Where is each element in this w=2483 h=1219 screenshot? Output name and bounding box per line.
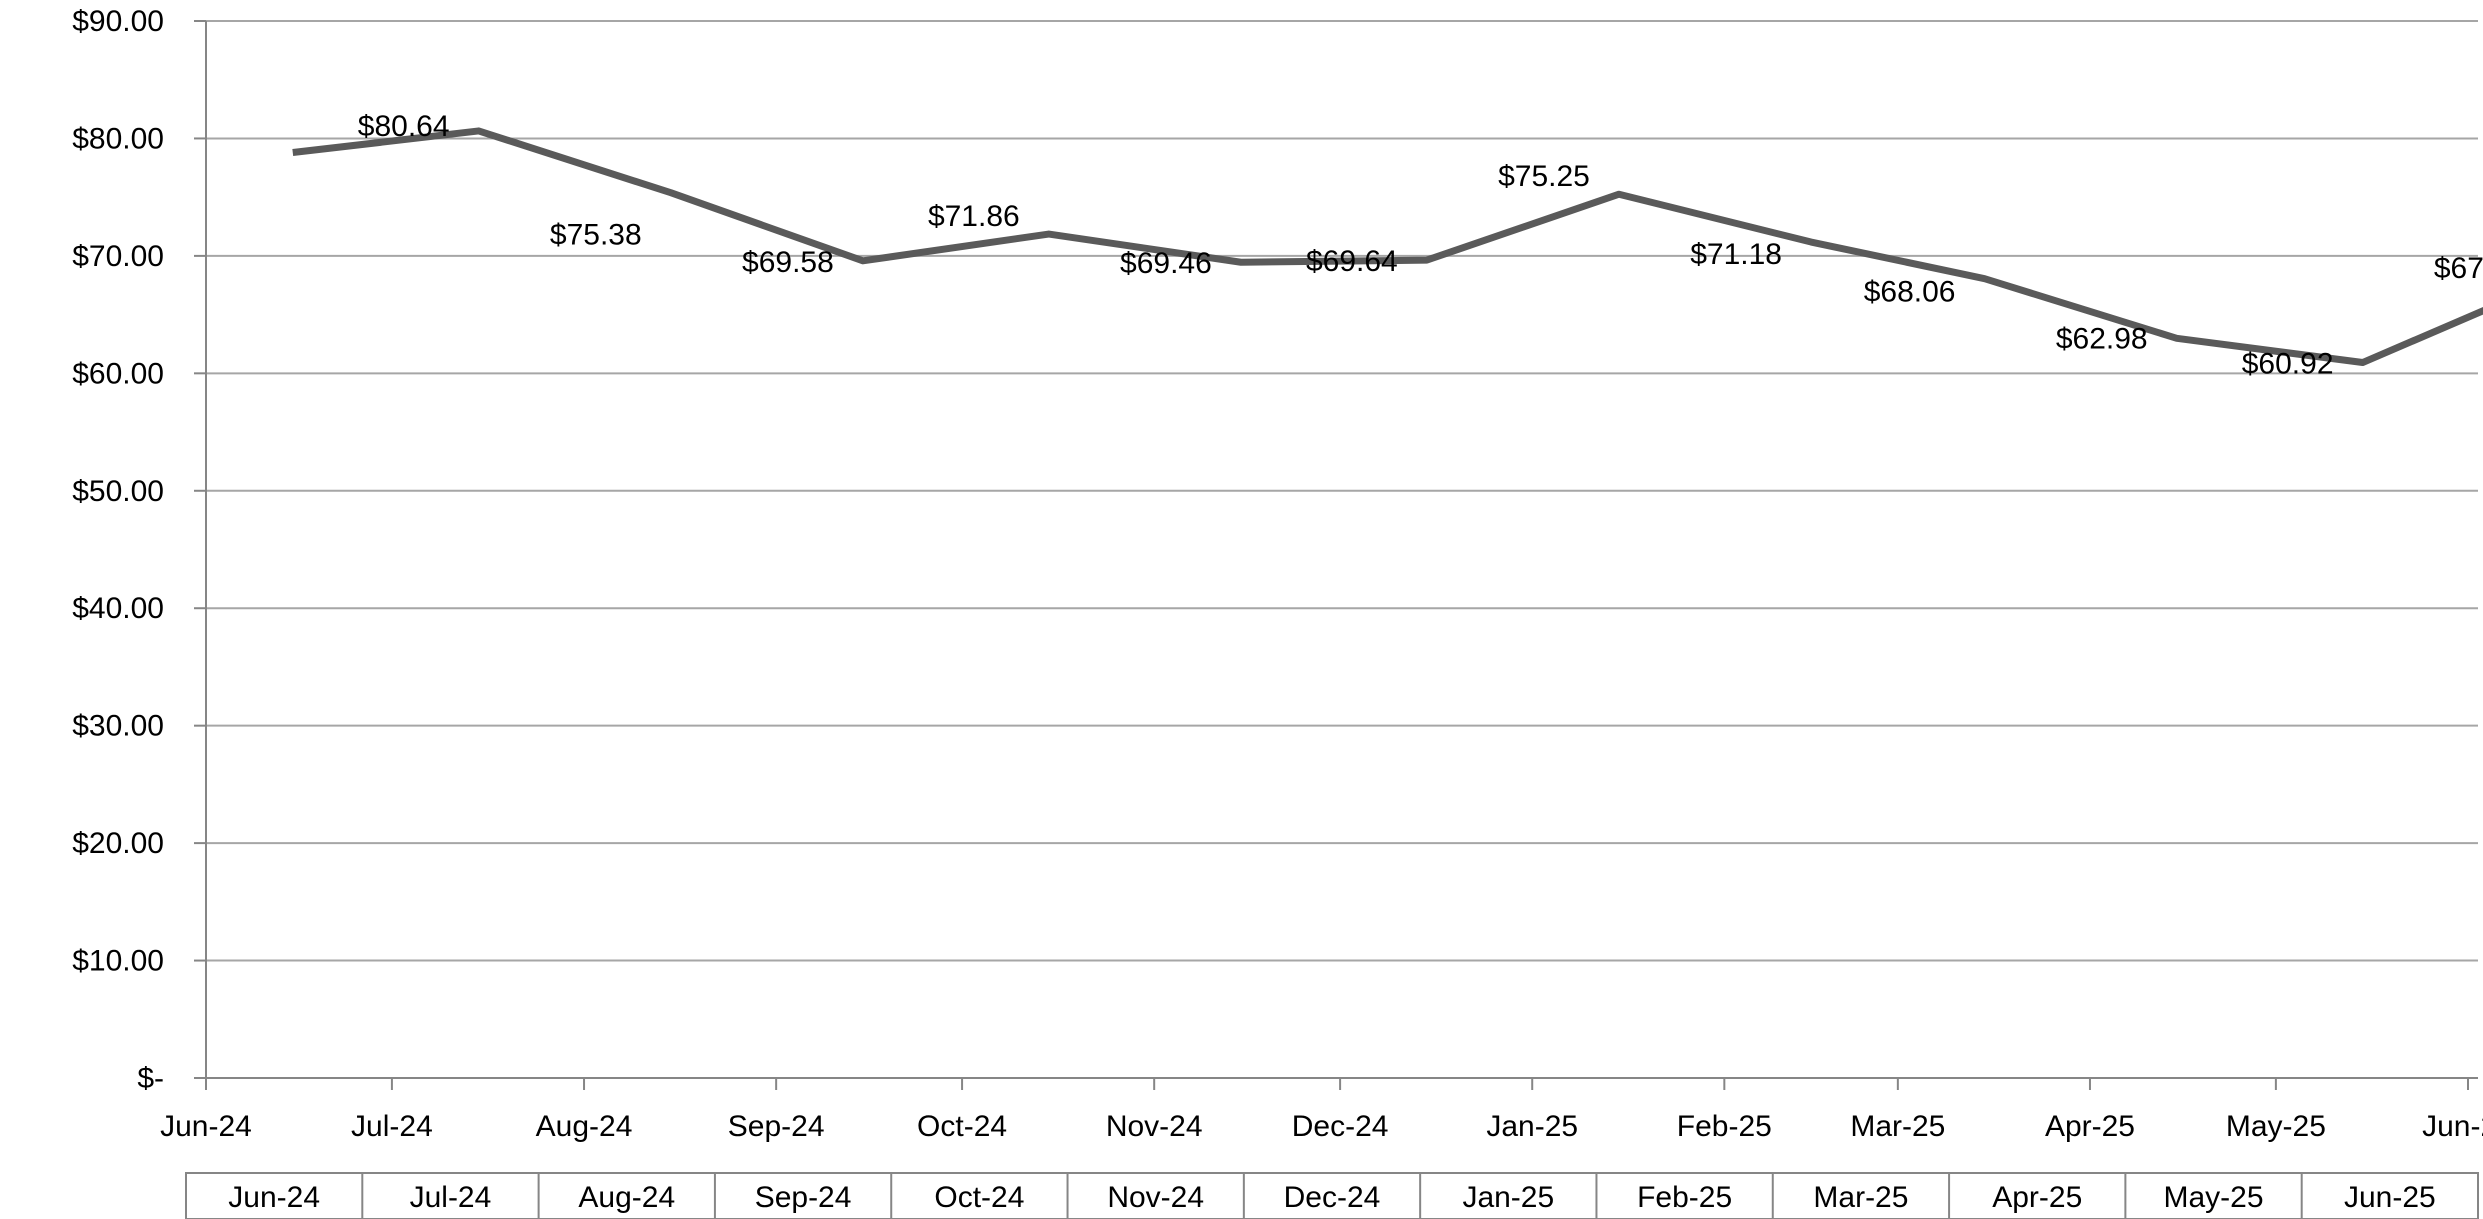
x-tick-label: Sep-24 [728,1110,825,1143]
x-tick-label: Jan-25 [1486,1110,1578,1143]
x-tick-label: Jun-24 [160,1110,252,1143]
y-tick-label: $- [137,1062,164,1095]
gridlines [206,20,2478,962]
data-table-cell: Aug-24 [578,1181,675,1214]
data-table-cell: Apr-25 [1992,1181,2082,1214]
data-table-border [185,1172,2479,1219]
y-tick-label: $20.00 [72,827,164,860]
data-table-cell: Nov-24 [1107,1181,1204,1214]
data-label: $69.64 [1306,245,1398,278]
y-tick-label: $70.00 [72,240,164,273]
data-label: $80.64 [358,110,450,143]
data-label: $71.86 [928,200,1020,233]
data-label: $75.38 [550,219,642,252]
x-tick-label: Jun-25 [2422,1110,2483,1143]
series-line-group [292,127,2483,367]
data-label: $69.46 [1120,247,1212,280]
x-tick-label: Apr-25 [2045,1110,2135,1143]
data-label: $69.58 [742,246,834,279]
data-table-cell: Feb-25 [1637,1181,1732,1214]
data-table-cell: Jun-25 [2344,1181,2436,1214]
data-labels: $80.64 $75.38 $69.58 $71.86 $69.46 $69.64 $75.… [358,110,2483,381]
data-table-cell: Mar-25 [1813,1181,1908,1214]
data-table-cell: Jun-24 [228,1181,320,1214]
data-table-cell: May-25 [2164,1181,2264,1214]
y-tick-label: $60.00 [72,357,164,390]
x-tick-label: May-25 [2226,1110,2326,1143]
series-line [292,127,2483,367]
data-table-cell: Oct-24 [934,1181,1024,1214]
data-label: $60.92 [2242,348,2334,381]
y-tick-label: $30.00 [72,710,164,743]
y-axis: $90.00 $80.00 $70.00 $60.00 $50.00 $40.00 $30.… [72,5,207,1095]
x-tick-label: Nov-24 [1106,1110,1203,1143]
data-label: $75.25 [1498,160,1590,193]
x-tick-label: Oct-24 [917,1110,1007,1143]
data-label: $71.18 [1690,238,1782,271]
y-tick-label: $40.00 [72,592,164,625]
data-table: Jun-24 Jul-24 Aug-24 Sep-24 Oct-24 Nov-24 Dec-… [185,1172,2479,1219]
data-label: $68.06 [1864,276,1956,309]
data-table-cell: Jan-25 [1462,1181,1554,1214]
x-tick-label: Jul-24 [351,1110,433,1143]
y-tick-label: $10.00 [72,945,164,978]
y-tick-label: $90.00 [72,5,164,38]
data-label: $67.95 [2434,252,2483,285]
data-table-cell: Sep-24 [755,1181,852,1214]
x-tick-label: Mar-25 [1850,1110,1945,1143]
y-tick-label: $50.00 [72,475,164,508]
data-table-cell: Jul-24 [410,1181,492,1214]
x-axis: Jun-24 Jul-24 Aug-24 Sep-24 Oct-24 Nov-24 Dec-… [160,1077,2483,1143]
x-tick-label: Feb-25 [1677,1110,1772,1143]
y-tick-label: $80.00 [72,122,164,155]
data-table-cell: Dec-24 [1284,1181,1381,1214]
x-tick-label: Dec-24 [1292,1110,1389,1143]
x-tick-label: Aug-24 [536,1110,633,1143]
data-label: $62.98 [2056,322,2148,355]
